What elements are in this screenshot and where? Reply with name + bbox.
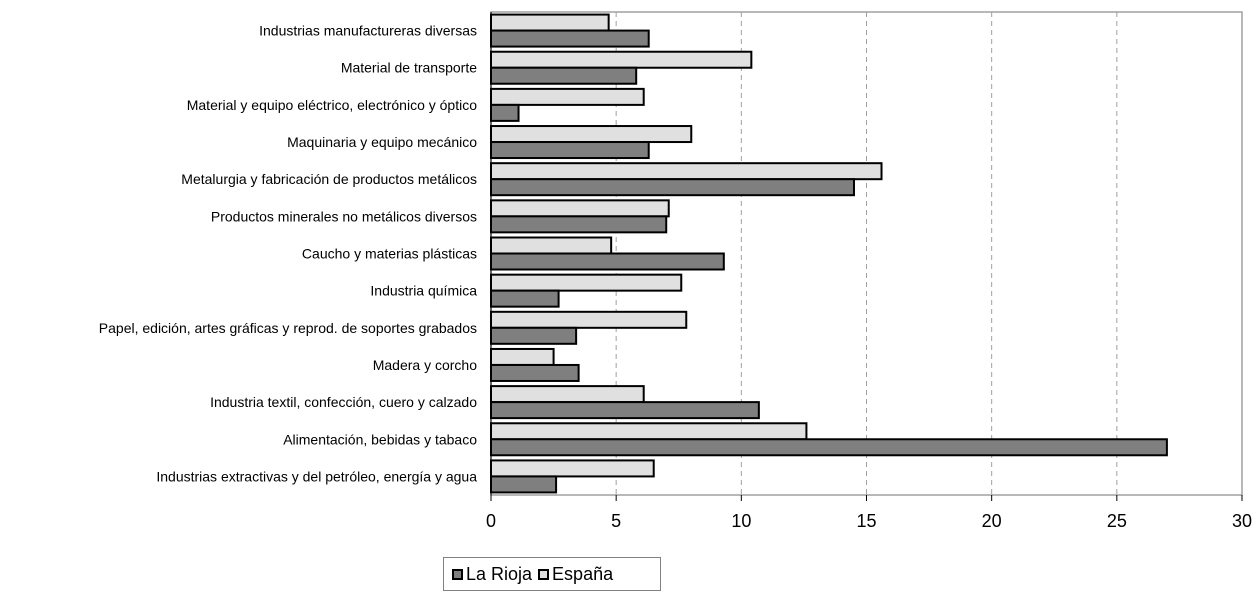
- category-label-9: Madera y corcho: [373, 357, 477, 373]
- legend-swatch-la-rioja: [452, 568, 463, 580]
- category-label-12: Industrias extractivas y del petróleo, e…: [156, 468, 477, 484]
- bar-la-rioja-7: [490, 289, 560, 308]
- legend-item-la-rioja: La Rioja: [452, 564, 532, 585]
- legend-swatch-espana: [538, 568, 550, 580]
- bar-espana-2: [490, 87, 645, 106]
- category-label-11: Alimentación, bebidas y tabaco: [283, 431, 477, 447]
- bar-espana-10: [490, 385, 645, 404]
- bar-la-rioja-6: [490, 252, 725, 271]
- bar-espana-4: [490, 162, 883, 181]
- x-tick-label-25: 25: [1107, 511, 1127, 531]
- x-tick-label-10: 10: [731, 511, 751, 531]
- category-label-10: Industria textil, confección, cuero y ca…: [210, 394, 477, 410]
- category-label-2: Material y equipo eléctrico, electrónico…: [187, 97, 477, 113]
- bar-espana-5: [490, 199, 670, 218]
- bar-la-rioja-8: [490, 326, 578, 345]
- legend-label-la-rioja: La Rioja: [466, 563, 533, 584]
- bar-la-rioja-4: [490, 178, 855, 197]
- category-label-4: Metalurgia y fabricación de productos me…: [181, 171, 477, 187]
- bar-la-rioja-9: [490, 363, 580, 382]
- legend: La Rioja España: [443, 557, 661, 591]
- bar-espana-9: [490, 347, 555, 366]
- category-label-6: Caucho y materias plásticas: [302, 246, 477, 262]
- legend-label-espana: España: [552, 563, 614, 584]
- bar-espana-11: [490, 422, 808, 441]
- bar-espana-6: [490, 236, 613, 255]
- bar-la-rioja-10: [490, 401, 760, 420]
- bar-espana-1: [490, 50, 753, 69]
- x-tick-label-20: 20: [982, 511, 1002, 531]
- bar-la-rioja-12: [490, 475, 558, 494]
- bar-la-rioja-0: [490, 29, 650, 48]
- category-label-5: Productos minerales no metálicos diverso…: [211, 208, 477, 224]
- bar-la-rioja-5: [490, 215, 668, 234]
- bar-espana-8: [490, 310, 688, 329]
- bar-espana-12: [490, 459, 655, 478]
- category-label-3: Maquinaria y equipo mecánico: [287, 134, 477, 150]
- x-tick-label-5: 5: [611, 511, 621, 531]
- bar-la-rioja-3: [490, 141, 650, 160]
- x-tick-label-30: 30: [1232, 511, 1252, 531]
- category-label-8: Papel, edición, artes gráficas y reprod.…: [99, 320, 477, 336]
- bar-espana-7: [490, 273, 683, 292]
- plot-area: Industrias manufactureras diversas Materi…: [99, 11, 1252, 531]
- category-label-0: Industrias manufactureras diversas: [259, 23, 477, 39]
- bar-espana-0: [490, 13, 610, 32]
- bar-la-rioja-11: [490, 438, 1168, 457]
- x-tick-label-15: 15: [856, 511, 876, 531]
- category-label-1: Material de transporte: [341, 60, 477, 76]
- x-tick-label-0: 0: [486, 511, 496, 531]
- bar-la-rioja-2: [490, 103, 520, 122]
- bar-la-rioja-1: [490, 66, 638, 85]
- bar-espana-3: [490, 125, 693, 144]
- legend-item-espana: España: [538, 564, 613, 585]
- category-label-7: Industria química: [370, 283, 477, 299]
